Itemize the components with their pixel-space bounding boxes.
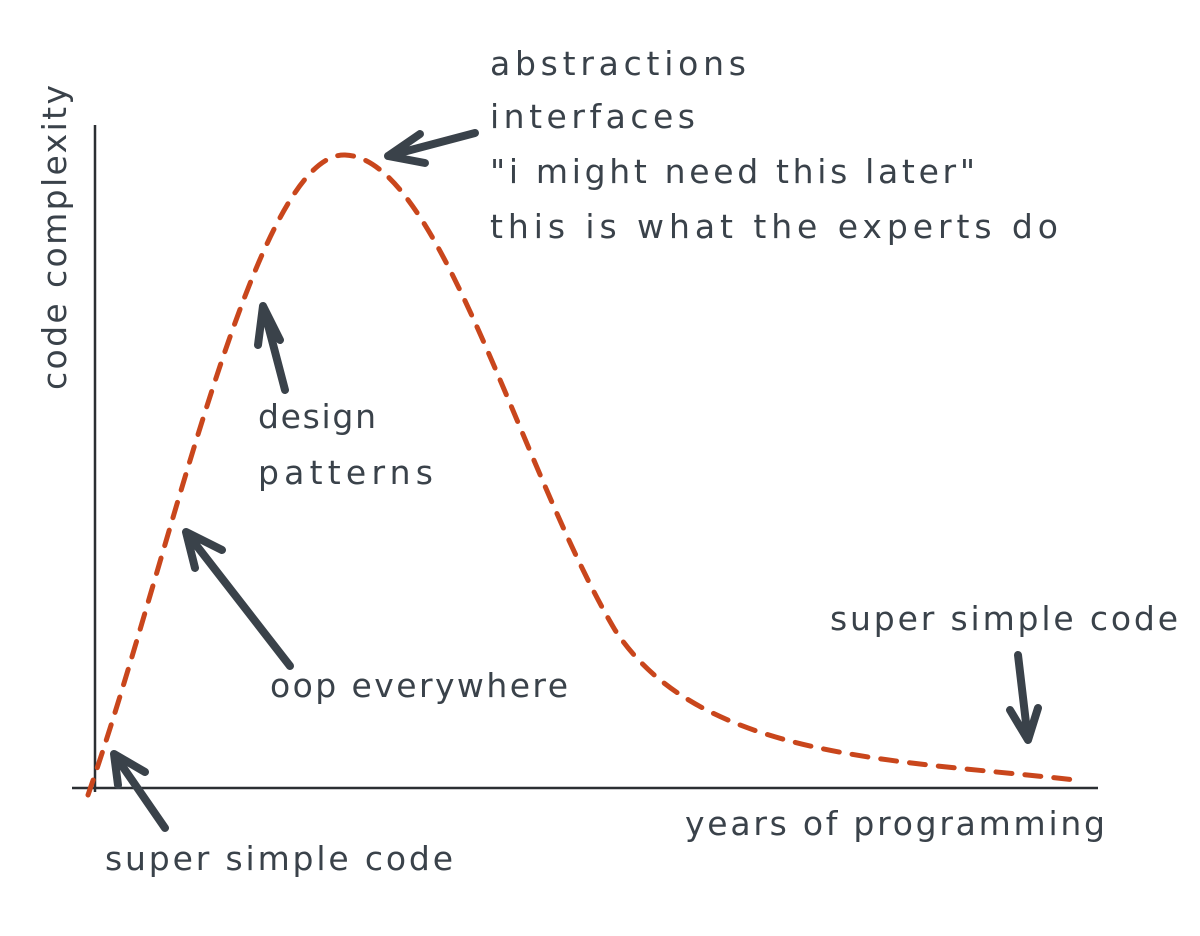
design-label-line-2: patterns xyxy=(258,453,433,492)
y-axis-label: code complexity xyxy=(35,85,74,390)
start-label: super simple code xyxy=(105,839,453,878)
arrow-start xyxy=(110,750,169,832)
peak-label-line-4: this is what the experts do xyxy=(490,207,1058,246)
x-axis-label: years of programming xyxy=(685,804,1105,843)
peak-label-line-2: interfaces xyxy=(490,97,695,136)
arrow-end xyxy=(1006,651,1042,744)
arrow-oop xyxy=(182,528,294,670)
peak-label-line-3: "i might need this later" xyxy=(490,152,975,191)
peak-label-line-1: abstractions xyxy=(490,44,746,83)
end-label: super simple code xyxy=(830,599,1178,638)
complexity-curve xyxy=(85,152,1078,798)
arrow-peak xyxy=(384,129,479,167)
oop-label: oop everywhere xyxy=(270,666,568,705)
design-label-line-1: design xyxy=(258,397,376,436)
arrow-design-patterns xyxy=(254,302,289,394)
